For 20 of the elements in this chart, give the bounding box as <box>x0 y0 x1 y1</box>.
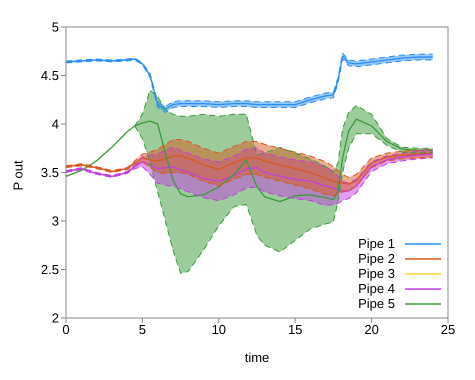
y-tick-label: 2.5 <box>40 262 59 278</box>
x-tick-label: 10 <box>212 322 226 338</box>
legend-label: Pipe 2 <box>358 251 395 266</box>
y-tick-label: 5 <box>52 20 59 35</box>
y-tick-label: 4.5 <box>40 68 59 84</box>
x-axis-title: time <box>244 350 270 365</box>
legend-label: Pipe 5 <box>358 296 395 311</box>
y-axis-title: P out <box>10 160 26 190</box>
y-tick-label: 4 <box>52 116 59 132</box>
legend-label: Pipe 1 <box>358 236 395 251</box>
x-tick-label: 15 <box>288 322 302 338</box>
y-tick-label: 2 <box>52 310 59 326</box>
y-tick-label: 3.5 <box>40 165 59 180</box>
x-tick-label: 0 <box>62 322 70 338</box>
legend-label: Pipe 3 <box>358 266 395 281</box>
x-tick-label: 5 <box>138 322 146 338</box>
y-tick-label: 3 <box>52 214 59 229</box>
x-tick-label: 20 <box>364 322 379 338</box>
legend-label: Pipe 4 <box>358 281 395 296</box>
x-tick-label: 25 <box>440 322 456 338</box>
